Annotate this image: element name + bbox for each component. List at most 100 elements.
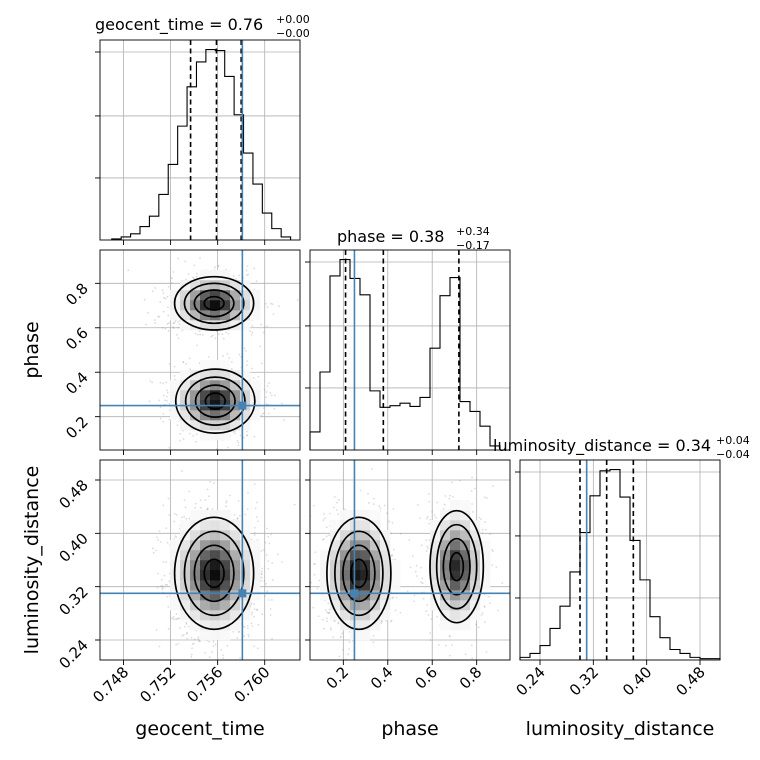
sample-point bbox=[372, 503, 375, 506]
title-phase: phase = 0.38 bbox=[337, 227, 444, 246]
sample-point bbox=[367, 502, 370, 504]
density-cell bbox=[170, 310, 181, 321]
density-cell bbox=[210, 290, 221, 301]
sample-point bbox=[217, 264, 220, 267]
sample-point bbox=[192, 642, 195, 645]
sample-point bbox=[207, 356, 210, 358]
density-cell bbox=[250, 410, 261, 421]
density-cell bbox=[360, 600, 371, 611]
sample-point bbox=[176, 424, 179, 427]
sample-point bbox=[185, 362, 188, 365]
density-cell bbox=[390, 560, 401, 571]
sample-point bbox=[185, 517, 188, 520]
sample-point bbox=[485, 497, 488, 499]
density-cell bbox=[240, 290, 251, 301]
density-cell bbox=[180, 410, 191, 421]
sample-point bbox=[167, 627, 170, 630]
sample-point bbox=[237, 500, 240, 502]
sample-point bbox=[167, 497, 170, 500]
sample-point bbox=[222, 355, 225, 358]
sample-point bbox=[174, 320, 177, 323]
sample-point bbox=[273, 407, 276, 410]
sample-point bbox=[246, 508, 249, 511]
sample-point bbox=[251, 324, 254, 327]
density-cell bbox=[240, 580, 251, 591]
density-cell bbox=[430, 560, 441, 571]
density-cell bbox=[450, 510, 461, 521]
density-cell bbox=[240, 280, 251, 291]
sample-point bbox=[220, 668, 222, 670]
sample-point bbox=[260, 414, 263, 417]
sample-point bbox=[281, 402, 283, 405]
sample-point bbox=[170, 276, 172, 279]
sample-point bbox=[422, 597, 425, 600]
sample-point bbox=[153, 319, 156, 321]
sample-point bbox=[173, 512, 176, 515]
sample-point bbox=[337, 513, 340, 516]
contour-level-0 bbox=[204, 392, 227, 410]
sample-point bbox=[178, 323, 181, 326]
density-cell bbox=[220, 390, 231, 401]
sample-point bbox=[162, 420, 165, 423]
sample-point bbox=[318, 579, 321, 582]
sample-point bbox=[159, 541, 162, 544]
sample-point bbox=[246, 360, 249, 362]
sample-point bbox=[230, 360, 233, 363]
density-cell bbox=[240, 600, 251, 611]
sample-point bbox=[149, 380, 152, 382]
title-geocent-time: geocent_time = 0.76 bbox=[95, 15, 263, 35]
sample-point bbox=[325, 526, 328, 529]
sample-point bbox=[250, 602, 253, 605]
sample-point bbox=[421, 582, 424, 585]
contour-level-0 bbox=[203, 558, 225, 589]
density-cell bbox=[360, 530, 371, 541]
density-cell bbox=[360, 630, 371, 641]
sample-point bbox=[253, 645, 255, 648]
density-cell bbox=[180, 600, 191, 611]
sample-point bbox=[230, 368, 233, 370]
sample-point bbox=[253, 483, 256, 486]
sample-point bbox=[367, 492, 369, 495]
title-geocent-time-plus: +0.00 bbox=[276, 13, 310, 26]
sample-point bbox=[164, 297, 167, 300]
sample-point bbox=[166, 306, 169, 309]
sample-point bbox=[325, 535, 328, 538]
sample-point bbox=[307, 580, 309, 582]
title-phase-minus: −0.17 bbox=[456, 239, 490, 252]
sample-point bbox=[180, 476, 182, 478]
sample-point bbox=[195, 433, 198, 436]
sample-point bbox=[192, 277, 195, 280]
density-cell bbox=[360, 550, 371, 561]
sample-point bbox=[413, 600, 415, 603]
density-cell bbox=[360, 510, 371, 521]
sample-point bbox=[406, 590, 409, 593]
sample-point bbox=[427, 613, 430, 616]
tick-label-phase: 0.4 bbox=[367, 663, 397, 693]
density-cell bbox=[210, 600, 221, 611]
density-cell bbox=[220, 270, 231, 281]
sample-point bbox=[166, 323, 169, 325]
sample-point bbox=[226, 352, 229, 355]
density-cell bbox=[210, 310, 221, 321]
density-cell bbox=[440, 580, 451, 591]
sample-point bbox=[168, 580, 171, 583]
density-cell bbox=[230, 310, 241, 321]
sample-point bbox=[262, 407, 265, 410]
sample-point bbox=[425, 539, 428, 542]
density-cell bbox=[460, 610, 471, 621]
density-cell bbox=[220, 320, 231, 331]
sample-point bbox=[155, 629, 158, 631]
sample-point bbox=[239, 656, 241, 659]
sample-point bbox=[199, 640, 201, 643]
contour-level-2 bbox=[183, 282, 245, 325]
density-cell bbox=[460, 590, 471, 601]
title-luminosity-distance-minus: −0.04 bbox=[716, 448, 750, 461]
density-cell bbox=[430, 600, 441, 611]
density-cell bbox=[360, 570, 371, 581]
tick-label-geocent_time: 0.748 bbox=[89, 663, 132, 706]
sample-point bbox=[257, 623, 260, 626]
sample-point bbox=[384, 619, 387, 622]
sample-point bbox=[244, 513, 247, 516]
sample-point bbox=[159, 301, 162, 303]
sample-point bbox=[227, 446, 229, 449]
